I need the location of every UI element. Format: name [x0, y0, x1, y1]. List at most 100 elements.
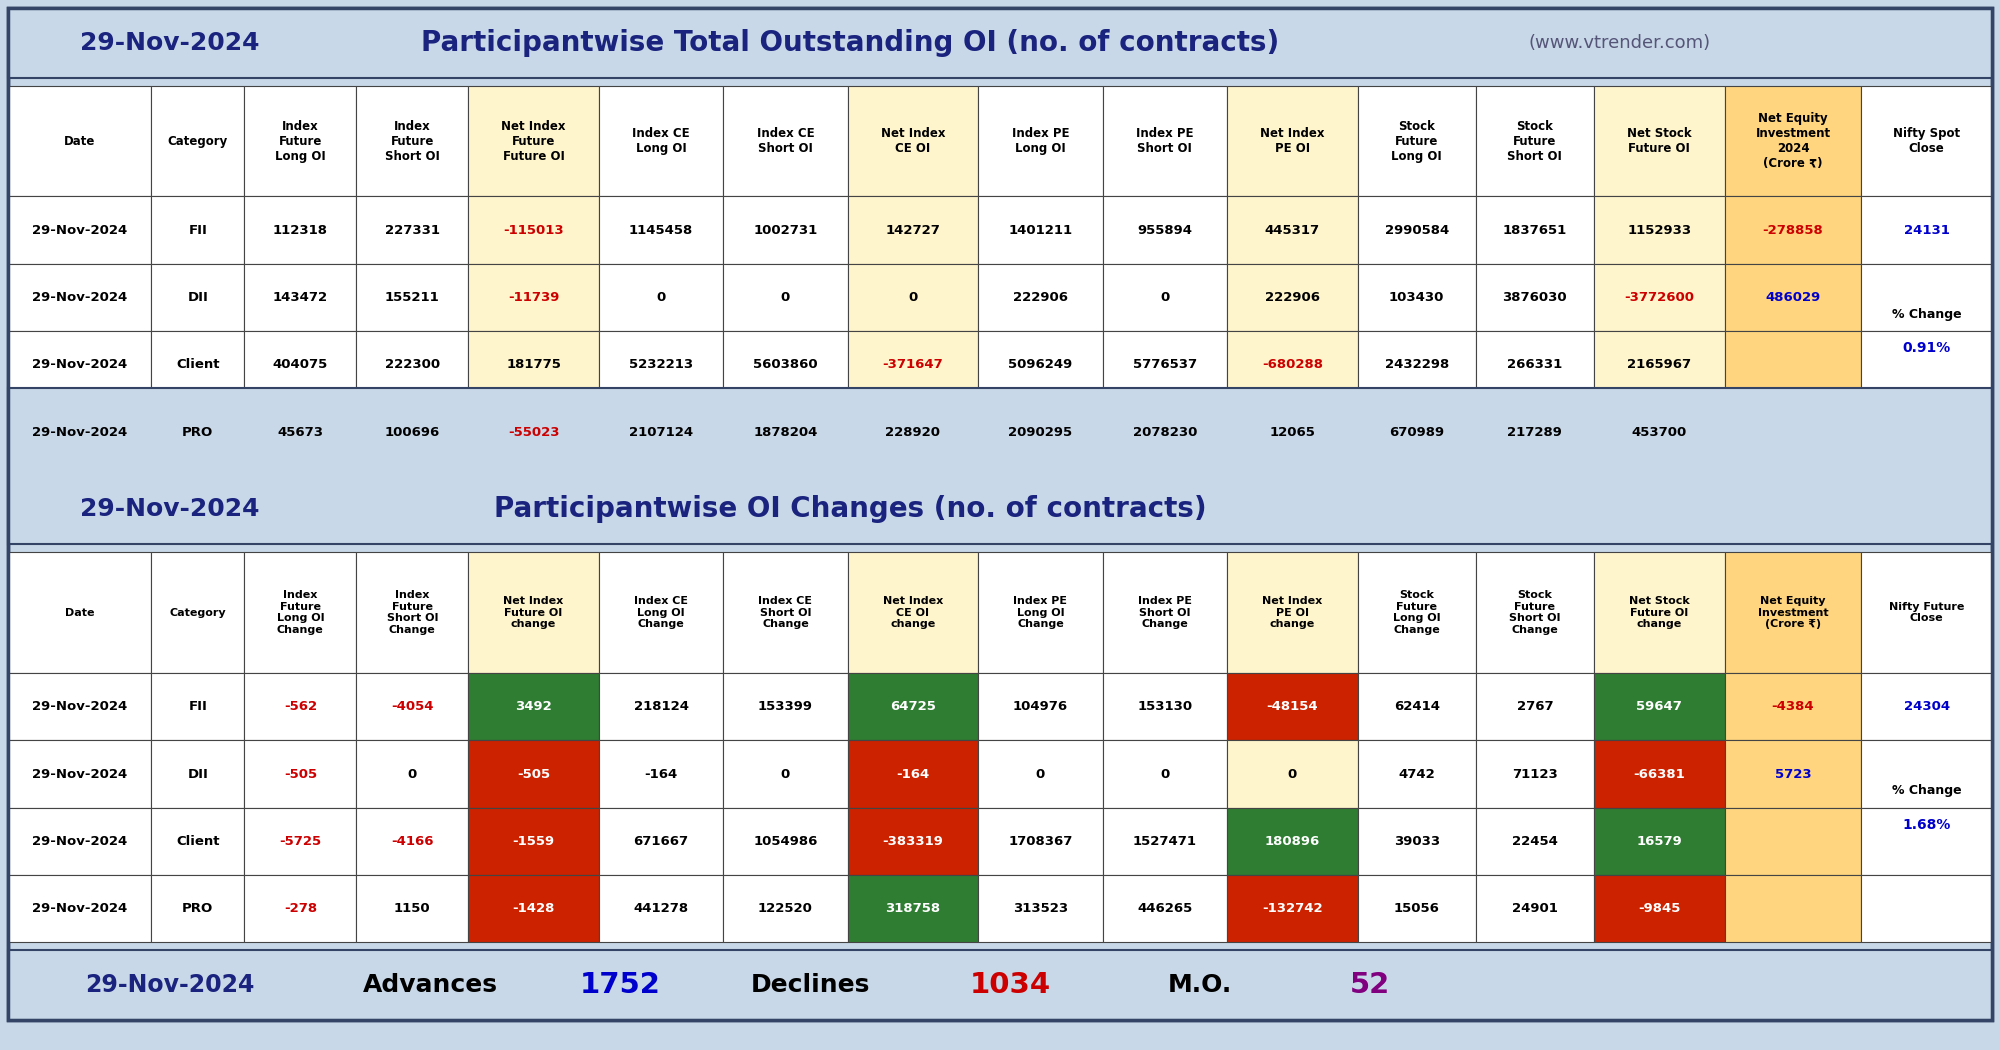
Bar	[1228, 264, 1358, 331]
Text: -680288: -680288	[1262, 358, 1322, 372]
Bar	[1862, 875, 1992, 942]
Bar	[8, 331, 152, 398]
Text: 22454: 22454	[1512, 835, 1558, 848]
Text: -4054: -4054	[392, 700, 434, 713]
Text: 29-Nov-2024: 29-Nov-2024	[32, 425, 128, 439]
Text: 266331: 266331	[1508, 358, 1562, 372]
Bar	[1102, 875, 1228, 942]
Bar	[598, 875, 724, 942]
Text: 29-Nov-2024: 29-Nov-2024	[80, 497, 260, 521]
Text: -3772600: -3772600	[1624, 291, 1694, 303]
Bar	[468, 552, 598, 673]
Bar	[8, 673, 152, 740]
Text: -278: -278	[284, 902, 316, 916]
Bar	[1862, 264, 1992, 331]
Bar	[8, 875, 152, 942]
Text: Client: Client	[176, 835, 220, 848]
Bar	[8, 552, 152, 673]
Text: Stock
Future
Short OI
Change: Stock Future Short OI Change	[1510, 590, 1560, 635]
Text: Net Stock
Future OI: Net Stock Future OI	[1626, 127, 1692, 155]
Text: PRO: PRO	[182, 902, 214, 916]
Bar	[1724, 86, 1862, 196]
Text: -505: -505	[284, 768, 316, 780]
Text: 0.91%: 0.91%	[1902, 341, 1950, 355]
Text: 39033: 39033	[1394, 835, 1440, 848]
Bar	[848, 673, 978, 740]
Bar	[724, 740, 848, 807]
Bar	[1358, 740, 1476, 807]
Bar	[978, 552, 1102, 673]
Text: 0: 0	[908, 291, 918, 303]
Bar	[244, 398, 356, 466]
Text: 313523: 313523	[1012, 902, 1068, 916]
Text: 1002731: 1002731	[754, 224, 818, 236]
Bar	[978, 673, 1102, 740]
Bar	[468, 331, 598, 398]
Text: 100696: 100696	[384, 425, 440, 439]
Text: 4742: 4742	[1398, 768, 1436, 780]
Text: -505: -505	[516, 768, 550, 780]
Bar	[468, 264, 598, 331]
Text: 12065: 12065	[1270, 425, 1316, 439]
Text: 318758: 318758	[886, 902, 940, 916]
Bar	[1724, 552, 1862, 673]
Text: 404075: 404075	[272, 358, 328, 372]
Text: 29-Nov-2024: 29-Nov-2024	[32, 358, 128, 372]
Bar	[468, 807, 598, 875]
Text: 0: 0	[656, 291, 666, 303]
Bar	[848, 196, 978, 264]
Text: 29-Nov-2024: 29-Nov-2024	[86, 973, 254, 997]
Text: 24304: 24304	[1904, 700, 1950, 713]
Bar	[1594, 673, 1724, 740]
Text: 155211: 155211	[384, 291, 440, 303]
Bar	[1358, 552, 1476, 673]
Bar	[356, 331, 468, 398]
Text: 0: 0	[1160, 291, 1170, 303]
Text: 3492: 3492	[516, 700, 552, 713]
Bar	[598, 552, 724, 673]
Bar	[152, 875, 244, 942]
Bar	[1594, 331, 1724, 398]
Text: -48154: -48154	[1266, 700, 1318, 713]
Bar	[978, 740, 1102, 807]
Text: 45673: 45673	[278, 425, 324, 439]
Text: 0: 0	[1288, 768, 1296, 780]
Bar	[598, 196, 724, 264]
Bar	[1102, 552, 1228, 673]
Bar	[1476, 196, 1594, 264]
Text: 5096249: 5096249	[1008, 358, 1072, 372]
Bar	[8, 950, 1992, 1021]
Text: Index PE
Long OI: Index PE Long OI	[1012, 127, 1070, 155]
Text: Declines: Declines	[750, 973, 870, 997]
Bar	[978, 86, 1102, 196]
Text: -1559: -1559	[512, 835, 554, 848]
Bar	[1724, 331, 1862, 398]
Text: 2090295: 2090295	[1008, 425, 1072, 439]
Bar	[1476, 398, 1594, 466]
Bar	[1358, 398, 1476, 466]
Bar	[1358, 807, 1476, 875]
Bar	[8, 807, 152, 875]
Bar	[724, 673, 848, 740]
Text: Participantwise OI Changes (no. of contracts): Participantwise OI Changes (no. of contr…	[494, 495, 1206, 523]
Text: Index PE
Long OI
Change: Index PE Long OI Change	[1014, 596, 1068, 629]
Text: 104976: 104976	[1012, 700, 1068, 713]
Bar	[1724, 807, 1862, 875]
Bar	[598, 673, 724, 740]
Bar	[1476, 552, 1594, 673]
Text: Net Equity
Investment
2024
(Crore ₹): Net Equity Investment 2024 (Crore ₹)	[1756, 112, 1830, 170]
Bar	[848, 86, 978, 196]
Text: 153130: 153130	[1138, 700, 1192, 713]
Text: -11739: -11739	[508, 291, 560, 303]
Text: 64725: 64725	[890, 700, 936, 713]
Bar	[598, 264, 724, 331]
Bar	[1228, 740, 1358, 807]
Bar	[724, 552, 848, 673]
Bar	[152, 331, 244, 398]
Bar	[1594, 875, 1724, 942]
Bar	[1862, 398, 1992, 466]
Text: Net Index
PE OI
change: Net Index PE OI change	[1262, 596, 1322, 629]
Text: Index
Future
Short OI
Change: Index Future Short OI Change	[386, 590, 438, 635]
Bar	[8, 740, 152, 807]
Bar	[598, 331, 724, 398]
